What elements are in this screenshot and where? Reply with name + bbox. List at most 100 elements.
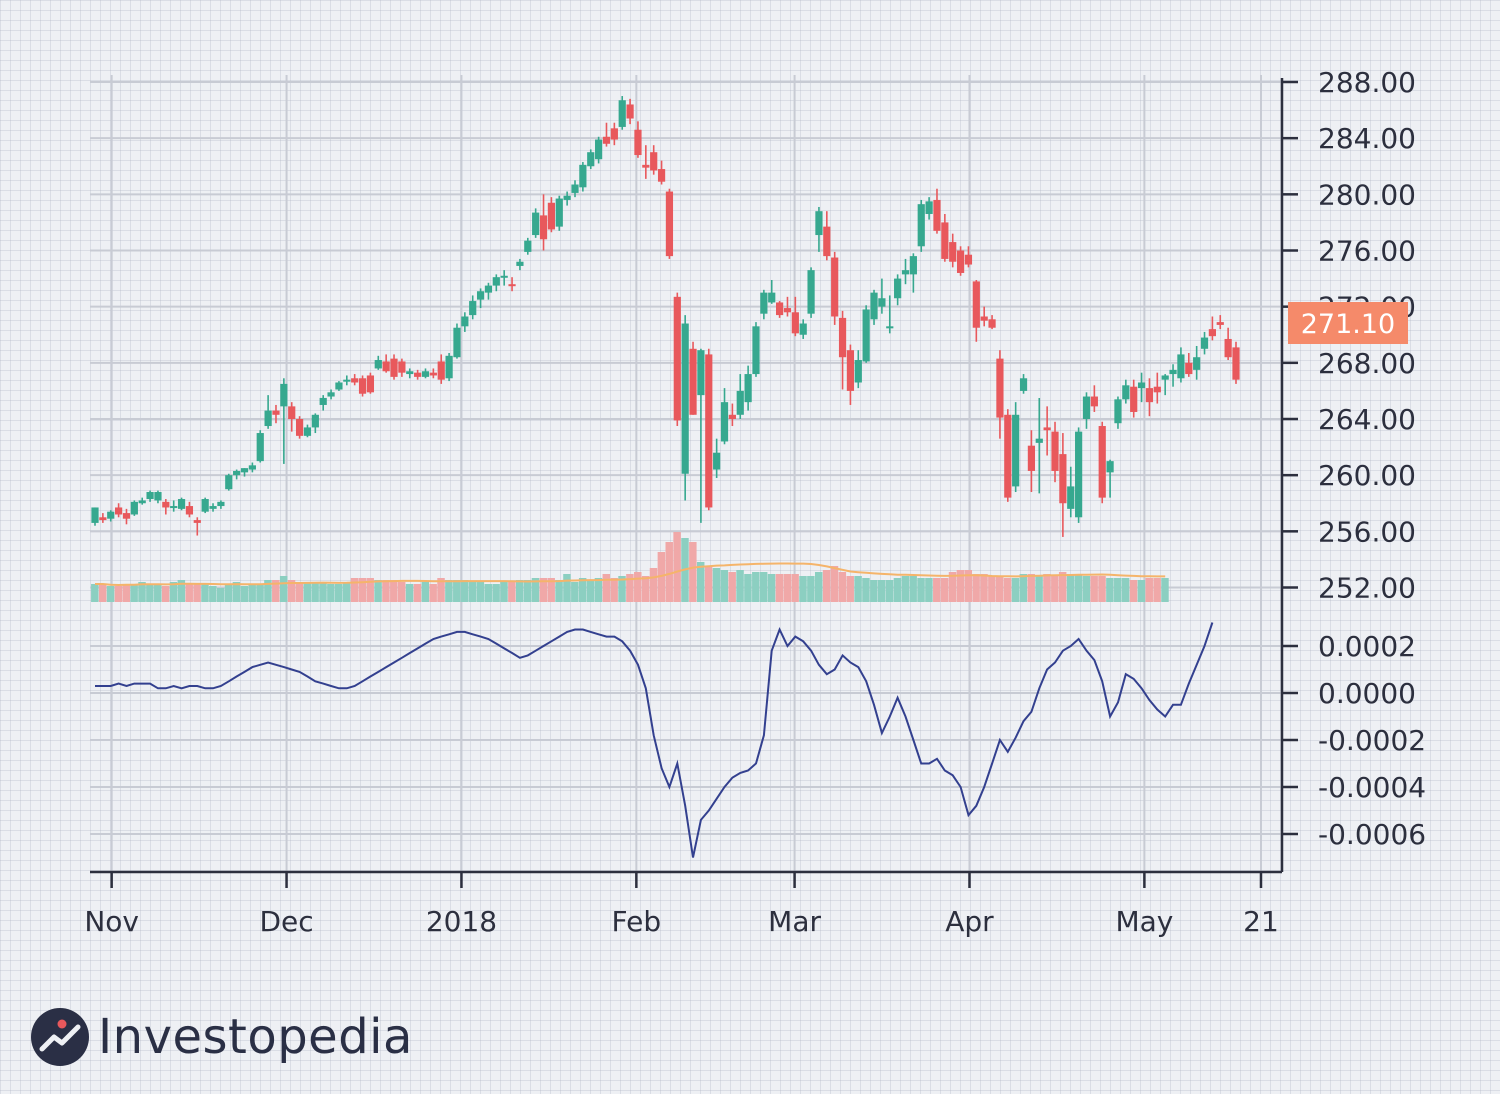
candle-body: [894, 278, 902, 299]
candle: [99, 513, 107, 523]
volume-bar: [311, 582, 319, 602]
candle: [201, 497, 209, 514]
candle-body: [681, 323, 689, 474]
candle: [146, 490, 154, 502]
candle-body: [1200, 337, 1209, 349]
candle: [288, 402, 296, 432]
candle: [886, 295, 894, 334]
volume-bar: [791, 574, 799, 602]
candle: [728, 403, 736, 427]
candle-body: [469, 301, 477, 316]
candle: [524, 237, 532, 255]
candle: [193, 517, 201, 536]
candle-body: [484, 285, 493, 293]
candle: [878, 278, 886, 314]
candle: [791, 296, 799, 337]
candle-body: [154, 492, 162, 501]
volume-bar: [122, 584, 131, 602]
volume-bar: [1043, 574, 1051, 602]
volume-bar: [547, 578, 555, 602]
candle: [170, 500, 178, 512]
candle-body: [1161, 375, 1169, 380]
volume-bar: [696, 562, 705, 602]
price-tick-label: 284.00: [1318, 122, 1416, 155]
volume-bar: [248, 584, 256, 602]
candle-body: [288, 406, 296, 419]
candle-body: [602, 136, 611, 144]
candle-body: [571, 184, 579, 193]
candle: [894, 274, 902, 306]
candle-body: [547, 202, 555, 230]
volume-bar: [1074, 574, 1083, 602]
volume-bar: [1051, 576, 1059, 602]
candle: [807, 267, 815, 318]
candle-body: [138, 500, 146, 504]
candle: [256, 430, 264, 463]
candle: [610, 122, 618, 146]
volume-bar: [1066, 574, 1075, 602]
volume-bar: [91, 584, 99, 602]
volume-bar: [720, 570, 729, 602]
time-tick-label: Apr: [945, 905, 994, 938]
candle: [933, 188, 941, 234]
candle-body: [1043, 427, 1051, 431]
candle-body: [1169, 369, 1177, 375]
candle: [815, 206, 823, 252]
candle-body: [461, 316, 469, 327]
candle-body: [311, 414, 319, 428]
candle-body: [500, 275, 508, 278]
time-tick-label: Mar: [768, 905, 821, 938]
volume-bar: [830, 566, 839, 602]
volume-bar: [421, 582, 430, 602]
candle: [264, 395, 272, 429]
price-tick-label: 268.00: [1318, 347, 1416, 380]
candle: [532, 208, 540, 238]
volume-bar: [224, 584, 233, 602]
candle: [1012, 402, 1020, 493]
candle-body: [941, 222, 949, 259]
candle: [225, 473, 233, 491]
candle: [547, 197, 555, 233]
candle-body: [909, 256, 917, 275]
candle-body: [248, 465, 256, 470]
candle: [854, 350, 862, 389]
candle-body: [366, 375, 375, 393]
volume-bar: [956, 570, 965, 602]
candle: [492, 274, 500, 292]
volume-bar: [374, 580, 382, 602]
volume-bar: [594, 578, 603, 602]
candle-body: [1153, 386, 1161, 393]
candle: [626, 98, 634, 125]
candle: [122, 508, 131, 525]
volume-bar: [586, 580, 595, 602]
candle-body: [1035, 438, 1043, 443]
candle: [1004, 409, 1012, 502]
investopedia-logo: Investopedia: [30, 1004, 413, 1070]
last-price-badge-bg: [1288, 302, 1408, 344]
oscillator-tick-label: 0.0000: [1318, 677, 1416, 710]
candle: [240, 468, 249, 477]
candle-body: [225, 475, 233, 490]
volume-bar: [319, 582, 327, 602]
candle-body: [665, 191, 674, 257]
candle-body: [358, 378, 367, 394]
candle: [1145, 378, 1154, 417]
volume-bar: [256, 584, 264, 602]
volume-bar: [390, 580, 398, 602]
candle: [358, 375, 367, 397]
candle-body: [587, 152, 595, 167]
candle: [91, 507, 99, 526]
candle: [776, 301, 784, 318]
candle: [508, 277, 516, 292]
candle: [476, 288, 485, 309]
candle: [925, 197, 933, 220]
candle: [366, 372, 375, 394]
volume-bar: [728, 572, 736, 602]
candle: [579, 162, 587, 192]
candle-body: [1004, 414, 1012, 498]
candle-body: [414, 372, 422, 377]
candle-body: [744, 374, 752, 403]
volume-bar: [397, 582, 406, 602]
candle-body: [539, 215, 548, 240]
candle-body: [626, 104, 634, 119]
